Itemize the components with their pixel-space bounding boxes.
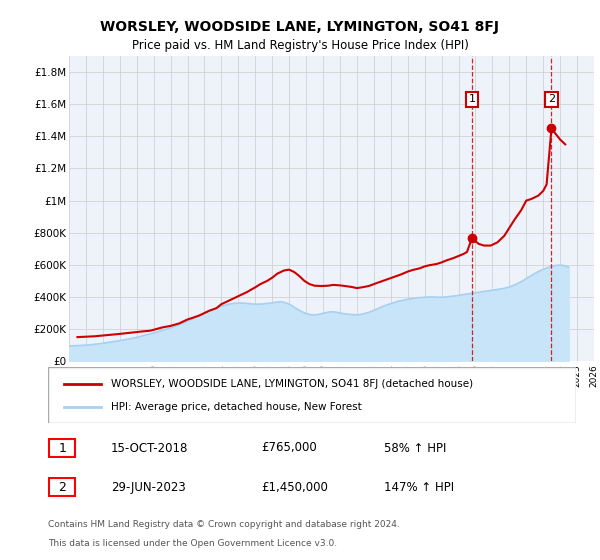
Text: WORSLEY, WOODSIDE LANE, LYMINGTON, SO41 8FJ: WORSLEY, WOODSIDE LANE, LYMINGTON, SO41 …: [101, 20, 499, 34]
FancyBboxPatch shape: [49, 478, 76, 496]
Text: 147% ↑ HPI: 147% ↑ HPI: [384, 480, 454, 494]
Text: 58% ↑ HPI: 58% ↑ HPI: [384, 441, 446, 455]
Text: 29-JUN-2023: 29-JUN-2023: [111, 480, 186, 494]
Text: 2: 2: [58, 480, 67, 494]
Text: 2: 2: [548, 95, 555, 104]
Text: £765,000: £765,000: [261, 441, 317, 455]
Text: Price paid vs. HM Land Registry's House Price Index (HPI): Price paid vs. HM Land Registry's House …: [131, 39, 469, 52]
Text: HPI: Average price, detached house, New Forest: HPI: Average price, detached house, New …: [112, 402, 362, 412]
Text: Contains HM Land Registry data © Crown copyright and database right 2024.: Contains HM Land Registry data © Crown c…: [48, 520, 400, 529]
Text: This data is licensed under the Open Government Licence v3.0.: This data is licensed under the Open Gov…: [48, 539, 337, 548]
Text: 1: 1: [469, 95, 475, 104]
FancyBboxPatch shape: [48, 367, 576, 423]
Text: 1: 1: [58, 441, 67, 455]
Text: 15-OCT-2018: 15-OCT-2018: [111, 441, 188, 455]
Text: WORSLEY, WOODSIDE LANE, LYMINGTON, SO41 8FJ (detached house): WORSLEY, WOODSIDE LANE, LYMINGTON, SO41 …: [112, 379, 473, 389]
FancyBboxPatch shape: [49, 439, 76, 457]
Text: £1,450,000: £1,450,000: [261, 480, 328, 494]
